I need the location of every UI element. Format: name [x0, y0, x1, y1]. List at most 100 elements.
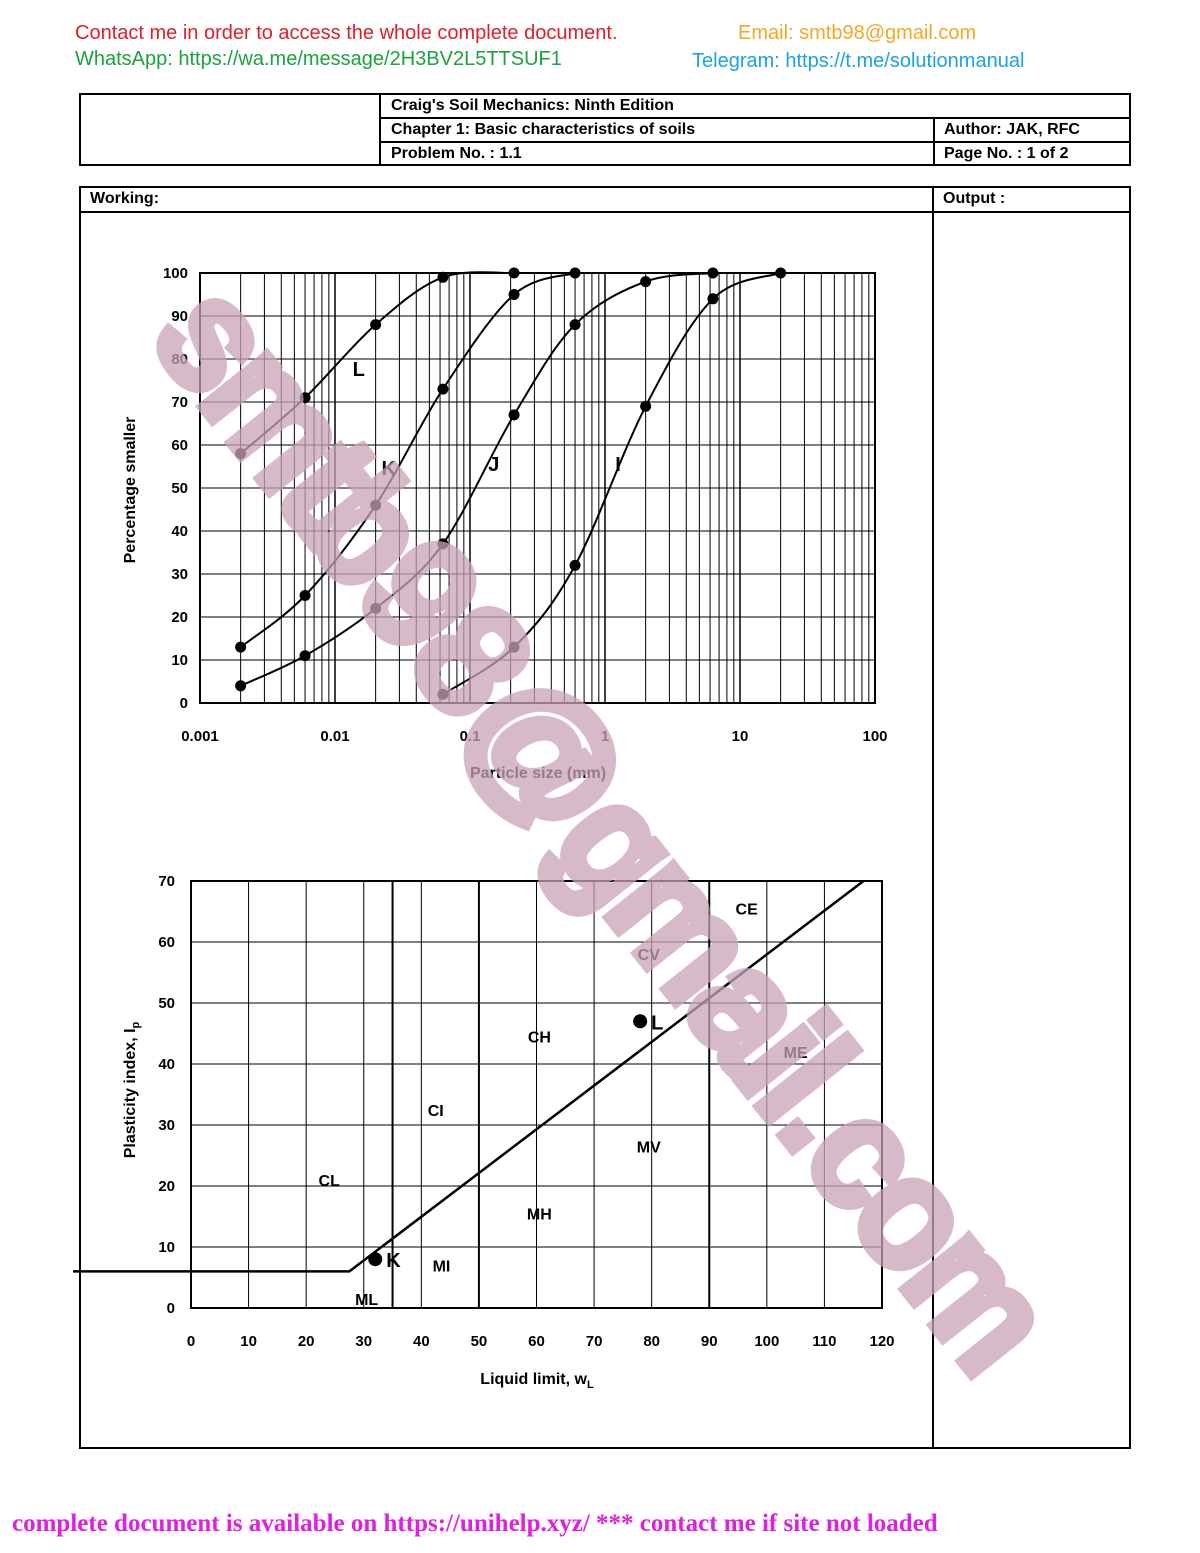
data-point-L [299, 392, 311, 404]
data-point-J [370, 602, 382, 614]
data-point-I [437, 688, 449, 700]
data-point-J [640, 276, 652, 288]
y-tick-label: 70 [171, 394, 188, 411]
data-point-K [569, 267, 581, 279]
plasticity-chart-lines: K L CE CV CH ME CI MV CL MH MI ML [73, 880, 865, 1309]
working-header-divider [79, 211, 1131, 213]
y-tick-label: 30 [158, 1117, 175, 1134]
x-tick-label: 0.1 [460, 728, 481, 745]
y-tick-label: 40 [171, 523, 188, 540]
zone-label-CV: CV [638, 947, 661, 964]
grading-y-axis-label: Percentage smaller [122, 417, 139, 564]
promo-telegram-text: Telegram: https://t.me/solutionmanual [692, 50, 1025, 72]
x-tick-label: 80 [643, 1333, 660, 1350]
x-tick-label: 1 [601, 728, 609, 745]
zone-label-MI: MI [433, 1258, 451, 1275]
data-point-J [235, 680, 247, 692]
grading-curve-J [240, 272, 714, 687]
zone-label-MV: MV [637, 1139, 661, 1156]
y-tick-label: 90 [171, 308, 188, 325]
data-point-I [707, 293, 719, 305]
zone-label-CE: CE [736, 901, 759, 918]
soil-point-K [368, 1252, 383, 1267]
data-point-I [508, 641, 520, 653]
problem-number: Problem No. : 1.1 [391, 145, 522, 162]
x-tick-label: 120 [869, 1333, 894, 1350]
chapter-title: Chapter 1: Basic characteristics of soil… [391, 121, 696, 138]
y-tick-label: 10 [158, 1239, 175, 1256]
zone-label-ME: ME [784, 1045, 808, 1062]
y-tick-label: 0 [167, 1300, 175, 1317]
promo-whatsapp-text: WhatsApp: https://wa.me/message/2H3BV2L5… [75, 48, 562, 70]
zone-label-CI: CI [428, 1103, 444, 1120]
promo-email-text: Email: smtb98@gmail.com [738, 22, 977, 44]
promo-contact-text: Contact me in order to access the whole … [75, 22, 618, 44]
data-point-K [508, 289, 520, 300]
curve-label-L: L [353, 359, 365, 381]
data-point-J [299, 650, 311, 662]
zone-label-ML: ML [355, 1292, 378, 1309]
grading-chart-series: L K J I [235, 267, 787, 700]
y-tick-label: 40 [158, 1056, 175, 1073]
x-tick-label: 10 [732, 728, 749, 745]
y-tick-label: 10 [171, 652, 188, 669]
plasticity-chart-ticks: 0 10 20 30 40 50 60 70 0 10 20 30 40 50 60 70 80 90 100 110… [158, 873, 894, 1350]
author-label: Author: JAK, RFC [944, 121, 1080, 138]
plasticity-plot-frame [190, 880, 883, 1309]
zone-label-CL: CL [319, 1173, 341, 1190]
header-divider [379, 117, 1131, 119]
output-column-divider [932, 186, 934, 1449]
grading-chart-grid [200, 272, 875, 704]
header-divider [379, 93, 381, 166]
data-point-I [640, 400, 652, 412]
data-point-J [569, 319, 581, 331]
grading-x-axis-label: Particle size (mm) [470, 765, 606, 782]
x-tick-label: 70 [586, 1333, 603, 1350]
soil-point-L [633, 1014, 648, 1029]
y-tick-label: 30 [171, 566, 188, 583]
output-label: Output : [943, 190, 1006, 207]
x-tick-label: 20 [298, 1333, 315, 1350]
working-label: Working: [90, 190, 160, 207]
data-point-I [569, 559, 581, 571]
data-point-L [437, 271, 449, 283]
page-number: Page No. : 1 of 2 [944, 145, 1069, 162]
x-tick-label: 0.001 [181, 728, 219, 745]
x-tick-label: 50 [471, 1333, 488, 1350]
data-point-K [235, 641, 247, 653]
y-tick-label: 60 [158, 934, 175, 951]
x-tick-label: 30 [355, 1333, 372, 1350]
data-point-L [508, 267, 520, 279]
zone-label-MH: MH [527, 1206, 552, 1223]
y-tick-label: 20 [158, 1178, 175, 1195]
header-divider [379, 141, 1131, 143]
x-tick-label: 110 [812, 1333, 836, 1350]
x-tick-label: 40 [413, 1333, 430, 1350]
curve-label-J: J [488, 454, 499, 476]
plasticity-y-axis-label: Plasticity index, Ip [122, 1021, 142, 1158]
x-tick-label: 0 [187, 1333, 195, 1350]
soil-point-label-K: K [386, 1250, 401, 1272]
data-point-K [437, 383, 449, 395]
header-table [79, 93, 1131, 166]
working-box [79, 186, 1131, 1449]
grading-plot-frame [199, 272, 876, 704]
x-tick-label: 60 [528, 1333, 545, 1350]
plasticity-x-axis-label: Liquid limit, wL [480, 1371, 594, 1391]
y-tick-label: 20 [171, 609, 188, 626]
y-tick-label: 80 [171, 351, 188, 368]
data-point-J [707, 267, 719, 279]
book-title: Craig's Soil Mechanics: Ninth Edition [391, 97, 674, 114]
x-tick-label: 0.01 [320, 728, 349, 745]
data-point-K [370, 499, 382, 511]
y-tick-label: 100 [163, 265, 188, 282]
y-tick-label: 70 [158, 873, 175, 890]
zone-label-CH: CH [528, 1030, 551, 1047]
data-point-J [437, 538, 449, 550]
grading-chart-ticks: 0 10 20 30 40 50 60 70 80 90 100 0.001 0.01 0.1 1 10 100 [163, 265, 888, 745]
curve-label-K: K [381, 458, 396, 480]
data-point-J [508, 409, 520, 421]
y-tick-label: 0 [180, 695, 188, 712]
